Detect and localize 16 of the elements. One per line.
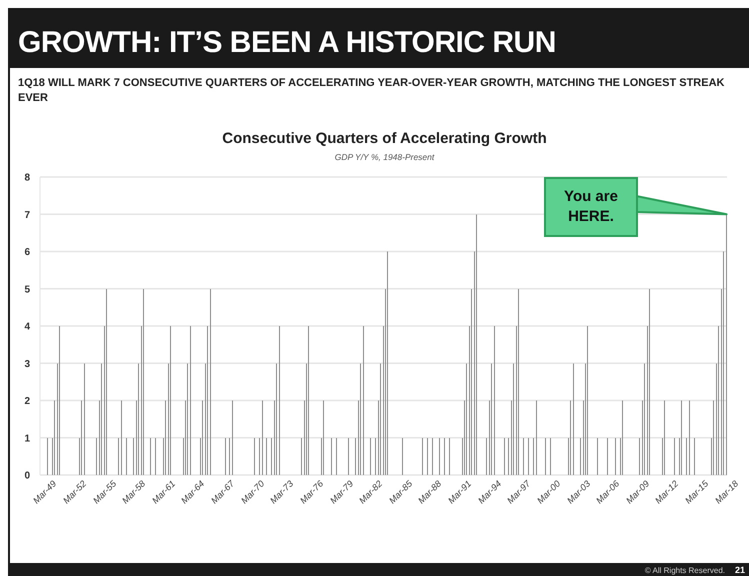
text: 21 [734, 565, 745, 575]
chart-subtitle: 1Q18 WILL MARK 7 CONSECUTIVE QUARTERS OF ACCELERATING YEAR-OVER-YEAR GROWTH, MATCHING THE LONGEST STREAK EVER [18, 77, 725, 104]
text: GDP Y/Y %, 1948-Present [334, 152, 435, 162]
y-tick-label: 6 [24, 247, 30, 258]
text: Consecutive Quarters of Accelerating Growth [222, 130, 547, 147]
text: © All Rights Reserved. [644, 566, 725, 575]
y-tick-label: 2 [24, 396, 30, 407]
y-tick-label: 7 [24, 210, 30, 221]
y-tick-label: 1 [24, 433, 30, 444]
y-tick-label: 0 [24, 470, 30, 482]
y-tick-label: 5 [24, 284, 30, 296]
y-tick-label: 8 [24, 172, 30, 184]
annotation: You are HERE. [564, 188, 618, 225]
y-tick-label: 3 [24, 358, 30, 370]
y-tick-label: 4 [24, 322, 30, 332]
chart-title: GROWTH: IT’S BEEN A HISTORIC RUN [18, 26, 556, 59]
